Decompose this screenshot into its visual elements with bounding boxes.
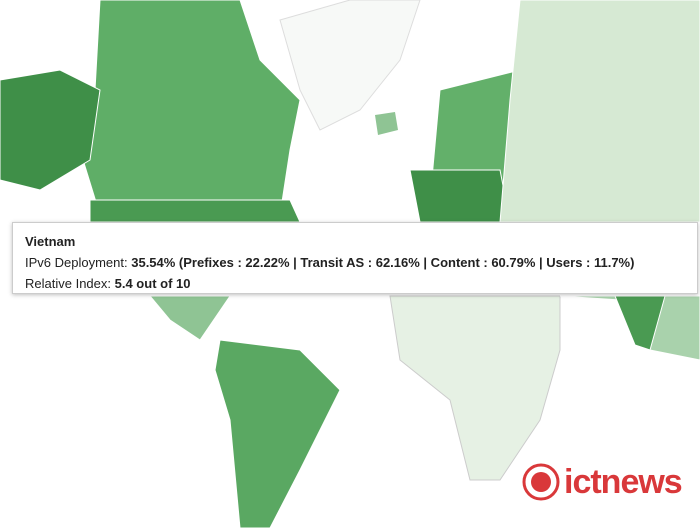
tooltip: Vietnam IPv6 Deployment: 35.54% (Prefixe… — [12, 222, 698, 294]
index-value: 5.4 out of 10 — [114, 276, 191, 291]
logo-icon — [522, 463, 560, 501]
alaska[interactable] — [0, 69, 101, 191]
middle-east[interactable] — [559, 295, 700, 361]
deployment-label: IPv6 Deployment: — [25, 255, 128, 270]
usa[interactable] — [89, 199, 301, 223]
logo-text: ictnews — [564, 462, 683, 501]
index-label: Relative Index: — [25, 276, 111, 291]
europe[interactable] — [409, 169, 511, 223]
south-america[interactable] — [214, 339, 341, 528]
africa[interactable] — [389, 295, 561, 481]
india[interactable] — [614, 295, 666, 351]
greenland[interactable] — [279, 0, 421, 131]
russia[interactable] — [499, 0, 700, 223]
mexico[interactable] — [148, 295, 231, 341]
logo[interactable]: ictnews — [522, 462, 683, 502]
iceland[interactable] — [375, 112, 398, 135]
tooltip-title: Vietnam — [25, 234, 76, 249]
deployment-value: 35.54% (Prefixes : 22.22% | Transit AS :… — [131, 255, 635, 270]
